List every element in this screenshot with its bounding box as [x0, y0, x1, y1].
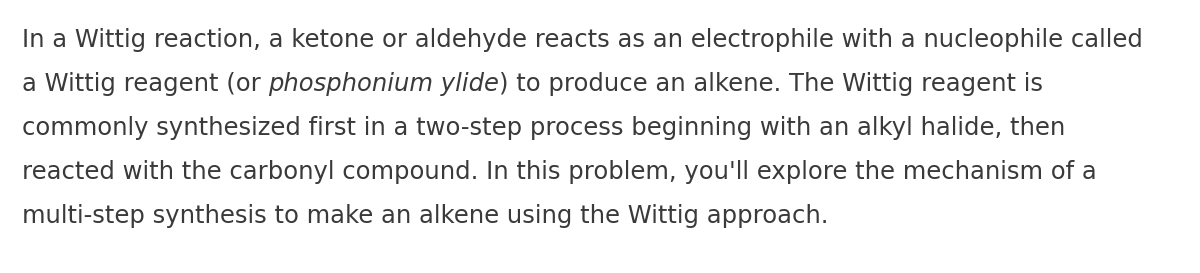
Text: a Wittig reagent (or: a Wittig reagent (or — [22, 72, 269, 96]
Text: ) to produce an alkene. The Wittig reagent is: ) to produce an alkene. The Wittig reage… — [499, 72, 1043, 96]
Text: commonly synthesized first in a two-step process beginning with an alkyl halide,: commonly synthesized first in a two-step… — [22, 116, 1066, 140]
Text: phosphonium ylide: phosphonium ylide — [269, 72, 499, 96]
Text: reacted with the carbonyl compound. In this problem, you'll explore the mechanis: reacted with the carbonyl compound. In t… — [22, 160, 1097, 184]
Text: In a Wittig reaction, a ketone or aldehyde reacts as an electrophile with a nucl: In a Wittig reaction, a ketone or aldehy… — [22, 28, 1142, 52]
Text: multi-step synthesis to make an alkene using the Wittig approach.: multi-step synthesis to make an alkene u… — [22, 204, 828, 228]
